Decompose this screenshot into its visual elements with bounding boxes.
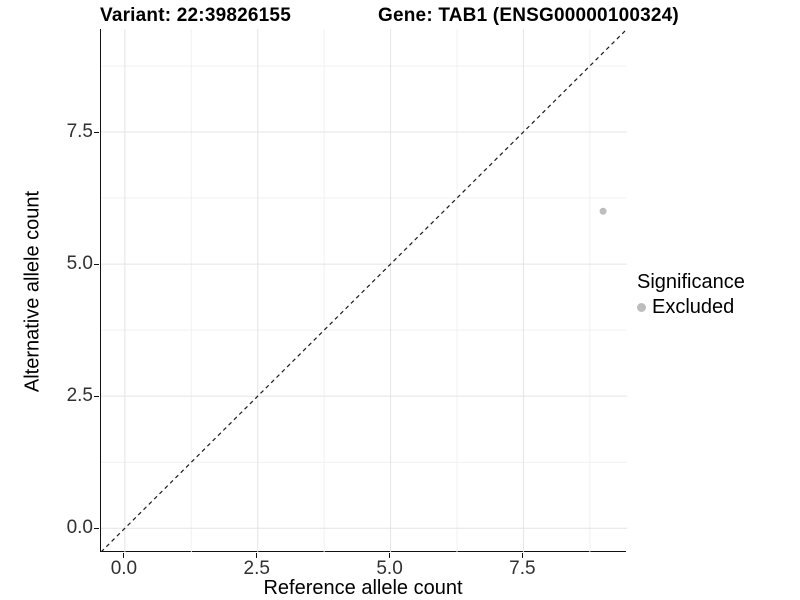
x-tick-mark [256,553,258,558]
plot-canvas [101,29,627,552]
identity-dashed-line [101,29,627,552]
x-axis-title: Reference allele count [263,577,463,599]
y-axis-title: Alternative allele count [21,190,44,393]
plot-title-variant: Variant: 22:39826155 [100,5,291,26]
plot-panel [100,29,627,552]
y-tick-mark [94,527,99,529]
x-tick-label: 2.5 [243,558,270,579]
y-axis-tick-labels: 0.0 2.5 5.0 7.5 [38,29,93,552]
y-tick-label: 2.5 [66,385,93,407]
legend-point-icon [637,303,646,312]
y-tick-mark [94,131,99,133]
y-tick-mark [94,263,99,265]
y-tick-label: 7.5 [66,121,93,142]
x-axis-ticks [100,553,626,559]
legend-title: Significance [637,271,745,293]
y-tick-mark [94,395,99,397]
legend: Significance Excluded [637,271,745,319]
y-axis-ticks [94,29,100,552]
x-tick-label: 7.5 [509,558,536,579]
x-tick-mark [389,553,391,558]
x-tick-label: 5.0 [376,558,403,579]
x-axis-tick-labels: 0.0 2.5 5.0 7.5 [100,558,626,580]
legend-item-label: Excluded [652,296,735,318]
x-tick-label: 0.0 [110,558,138,579]
data-point [599,207,607,215]
legend-item-excluded: Excluded [637,296,745,319]
y-tick-label: 0.0 [66,517,93,539]
y-tick-label: 5.0 [66,253,93,275]
plot-title-gene: Gene: TAB1 (ENSG00000100324) [378,5,679,26]
x-tick-mark [123,553,125,558]
x-tick-mark [521,553,523,558]
